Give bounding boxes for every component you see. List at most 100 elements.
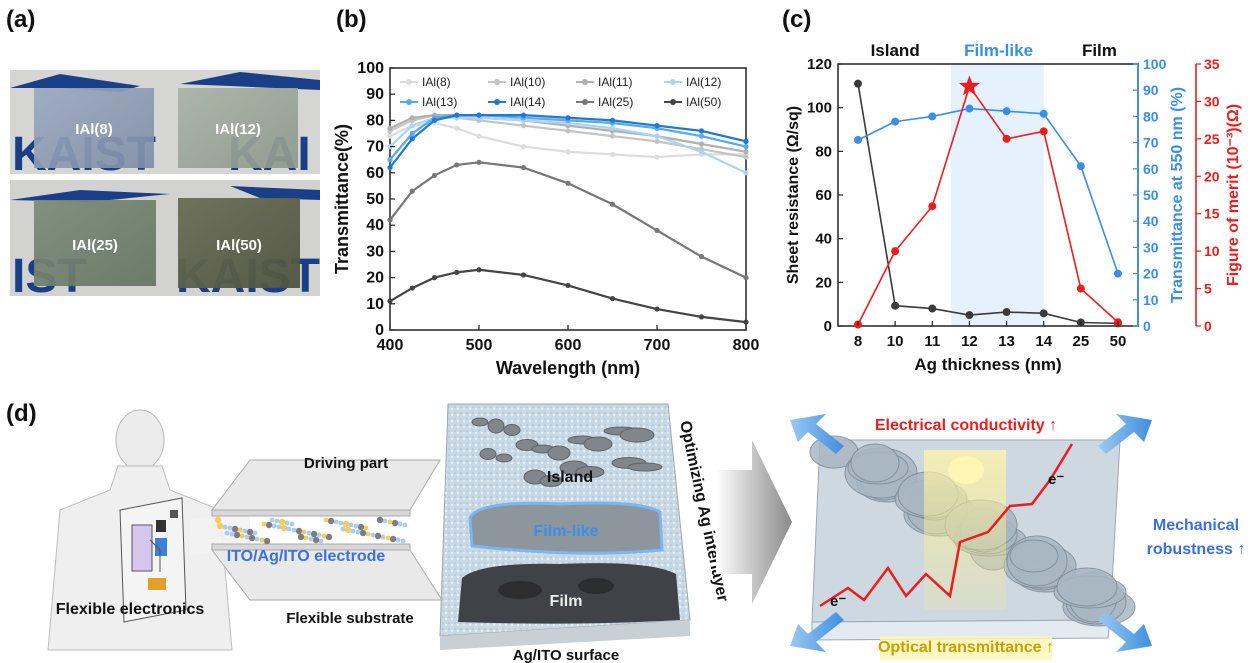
chart-b-point <box>476 133 482 139</box>
chart-c-ytick-left: 100 <box>807 100 832 117</box>
flexible-substrate-label: Flexible substrate <box>286 610 414 627</box>
legend-entry: IAl(50) <box>686 95 721 109</box>
chart-b-ytick: 20 <box>366 270 384 287</box>
chart-b-point <box>743 138 749 144</box>
chart-b-point <box>743 154 749 160</box>
chart-c-point <box>965 311 974 320</box>
chart-b-point <box>431 172 438 179</box>
chart-c-ytick-right2: 35 <box>1204 56 1220 72</box>
driving-part-label: Driving part <box>304 455 388 472</box>
legend-marker <box>494 79 500 85</box>
chart-b-point <box>454 162 460 168</box>
chart-b-point <box>454 125 460 131</box>
chart-c-ytick-left: 80 <box>815 143 832 160</box>
legend-marker <box>670 99 676 105</box>
chart-b-point <box>609 133 616 139</box>
chart-c-ytick-left: 20 <box>815 274 832 291</box>
flexible-circuit-icon <box>119 497 187 623</box>
chart-c-ytick-right1: 0 <box>1143 318 1151 334</box>
chart-b-point <box>654 138 660 144</box>
chart-b-xtick: 400 <box>377 337 404 354</box>
chart-b-point <box>698 128 705 134</box>
film-label: Film <box>550 593 583 610</box>
chart-b-point <box>520 272 527 278</box>
chart-b-point <box>387 164 393 171</box>
corner-arrow-icon <box>790 612 844 652</box>
chart-b-point <box>609 151 616 158</box>
chart-b-point <box>387 125 393 131</box>
chart-b-point <box>698 314 705 320</box>
chart-b-ytick: 100 <box>357 60 384 77</box>
chart-c-ytick-right1: 100 <box>1143 56 1167 72</box>
chart-b-point <box>520 164 527 171</box>
chart-c-xtick: 10 <box>887 333 904 350</box>
chart-c-point <box>1076 162 1085 171</box>
chart-b-point <box>520 123 527 129</box>
chart-c-xlabel: Ag thickness (nm) <box>914 355 1061 374</box>
legend-entry: IAl(13) <box>422 95 457 109</box>
chart-b-point <box>454 112 460 118</box>
chart-b-point <box>565 149 571 155</box>
chart-b-ylabel: Transmittance(%) <box>332 124 352 274</box>
region-label-island: Island <box>871 41 920 60</box>
corner-arrow-icon <box>1098 414 1152 454</box>
chart-b-point <box>387 133 393 139</box>
chart-c-point <box>965 104 974 113</box>
chart-b-ytick: 80 <box>366 112 384 129</box>
chart-c-point <box>1039 109 1048 118</box>
electrode-label: ITO/Ag/ITO electrode <box>227 548 386 565</box>
sample-label-12: IAl(12) <box>215 121 261 138</box>
chart-c-xtick: 14 <box>1035 333 1052 350</box>
chart-c-point <box>1039 309 1048 318</box>
chart-b-xtick: 800 <box>733 337 760 354</box>
panel-label-b: (b) <box>336 6 367 33</box>
chart-b-xtick: 600 <box>555 337 582 354</box>
chart-c-ytick-right2: 20 <box>1204 168 1220 184</box>
chart-c-ytick-right2: 0 <box>1204 318 1212 334</box>
chart-b-point <box>387 298 393 304</box>
sample-photos: KAIST KAI IAl(8) IAl(12) IST KAIST IAl(2… <box>10 70 320 300</box>
island-label: Island <box>547 469 593 486</box>
chart-b-point <box>409 285 415 291</box>
chart-b-point <box>565 282 571 289</box>
chart-b-point <box>698 133 705 139</box>
transmittance-spectrum-chart: 400 500 600 700 800 0 10 20 30 40 50 60 70 80 90 100 IA… <box>332 60 760 378</box>
process-arrow-icon <box>716 440 792 604</box>
chart-b-ytick: 0 <box>375 322 384 339</box>
chart-c-ytick-right1: 80 <box>1143 108 1159 124</box>
chart-b-point <box>743 275 749 281</box>
chart-c-point <box>1002 308 1011 317</box>
chart-b-point <box>654 133 660 139</box>
chart-c-ytick-right1: 90 <box>1143 82 1159 98</box>
chart-c-ytick-left: 120 <box>807 56 832 73</box>
chart-c-xtick: 12 <box>961 333 978 350</box>
chart-b-point <box>609 125 616 131</box>
legend-entry: IAl(12) <box>686 75 721 89</box>
chart-c-ytick-right1: 70 <box>1143 135 1159 151</box>
chart-c-point <box>1039 127 1048 136</box>
electron-path <box>819 443 1074 608</box>
chart-b-point <box>476 159 482 165</box>
chart-b-xtick: 500 <box>466 337 493 354</box>
chart-c-ytick-right1: 30 <box>1143 239 1159 255</box>
legend-entry: IAl(25) <box>598 95 633 109</box>
chart-c-series-line <box>857 107 1119 274</box>
chart-c-ytick-right1: 40 <box>1143 213 1159 229</box>
chart-c-xtick: 50 <box>1110 333 1127 350</box>
chart-b-point <box>409 123 415 129</box>
conductivity-label: Electrical conductivity ↑ <box>875 417 1057 434</box>
chart-c-point <box>854 79 862 88</box>
chart-b-point <box>565 128 571 134</box>
legend-marker <box>582 99 588 105</box>
chart-c-point <box>1002 134 1011 143</box>
chart-c-xtick: 25 <box>1073 333 1090 350</box>
chart-b-xlabel: Wavelength (nm) <box>496 358 640 378</box>
chart-c-ytick-right1: 50 <box>1143 187 1159 203</box>
panel-label-a: (a) <box>6 6 36 33</box>
sample-label-8: IAl(8) <box>75 121 113 138</box>
chart-b-point <box>743 144 749 150</box>
chart-c-point <box>928 202 937 211</box>
legend-entry: IAl(10) <box>510 75 545 89</box>
chart-c-point <box>928 112 937 121</box>
chart-b-point <box>743 170 749 176</box>
